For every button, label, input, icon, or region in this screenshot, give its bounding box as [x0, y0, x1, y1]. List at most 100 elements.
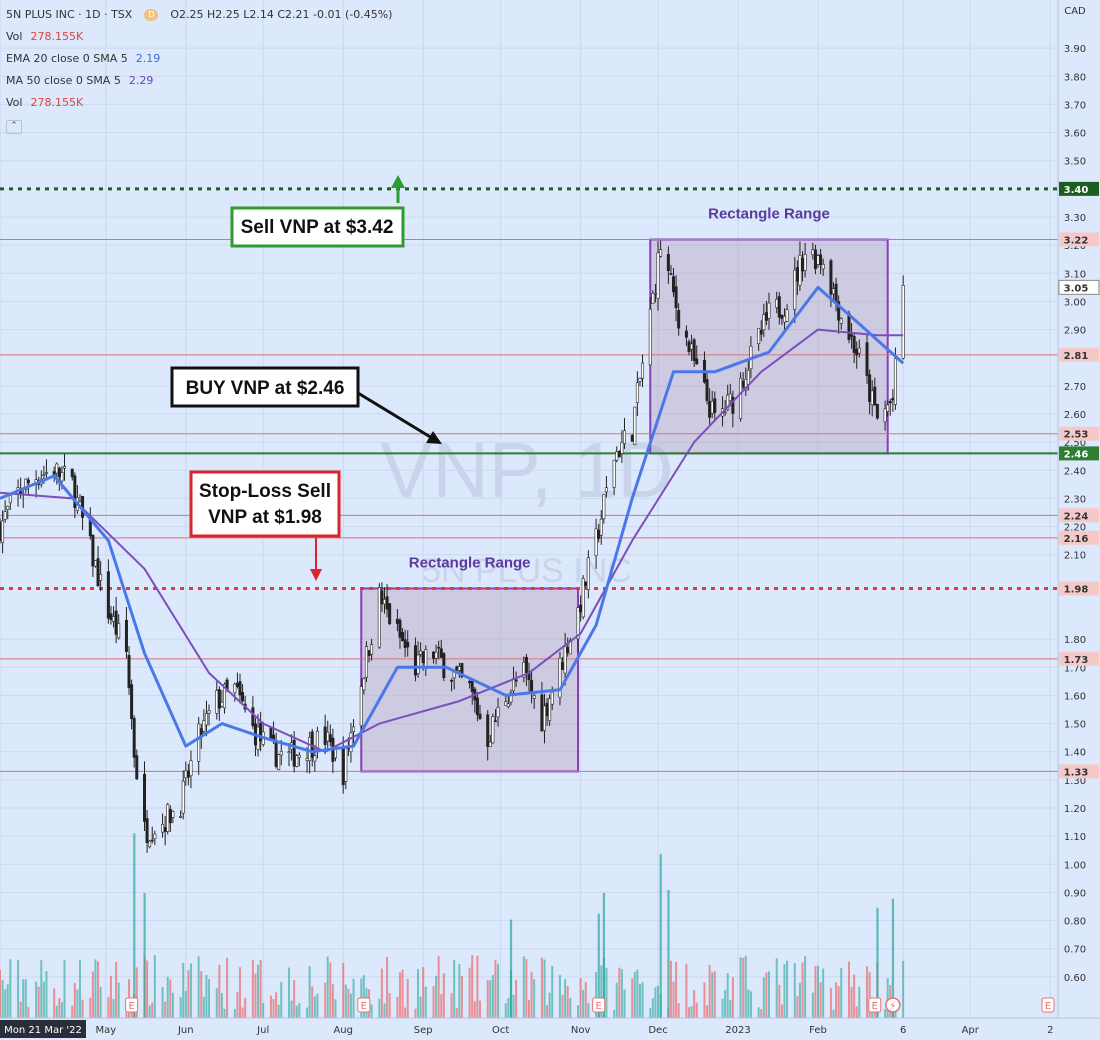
candle[interactable]: [406, 630, 410, 657]
candle[interactable]: [364, 641, 368, 683]
candle[interactable]: [470, 679, 474, 705]
candle[interactable]: [901, 275, 905, 360]
candle[interactable]: [868, 369, 872, 415]
earnings-event-icon[interactable]: E: [1041, 997, 1055, 1013]
candle[interactable]: [493, 709, 497, 723]
earnings-event-icon[interactable]: E: [592, 997, 606, 1013]
sell-annotation[interactable]: Sell VNP at $3.42: [230, 175, 405, 248]
ma50-line[interactable]: [0, 328, 904, 753]
candle[interactable]: [723, 399, 727, 416]
price-level-badge[interactable]: [1059, 232, 1099, 247]
candle[interactable]: [558, 652, 562, 706]
ema-legend[interactable]: EMA 20 close 0 SMA 5 2.19: [6, 48, 392, 70]
candle[interactable]: [674, 275, 678, 322]
candle[interactable]: [370, 638, 374, 661]
candle[interactable]: [171, 810, 175, 824]
candle[interactable]: [3, 500, 7, 523]
stop-loss-annotation[interactable]: Stop-Loss Sell VNP at $1.98: [189, 470, 341, 581]
candle[interactable]: [491, 713, 495, 744]
candle[interactable]: [241, 683, 245, 703]
candle[interactable]: [635, 371, 639, 416]
candle[interactable]: [837, 295, 841, 334]
candle[interactable]: [114, 596, 118, 644]
earnings-event-icon[interactable]: E: [357, 997, 371, 1013]
candle[interactable]: [659, 240, 663, 258]
candle[interactable]: [542, 693, 546, 744]
candle[interactable]: [834, 277, 838, 312]
candle[interactable]: [439, 639, 443, 659]
candle[interactable]: [6, 505, 10, 520]
collapse-legend-icon[interactable]: ⌃: [6, 120, 22, 134]
candle[interactable]: [656, 241, 660, 311]
candle[interactable]: [197, 717, 201, 775]
candle[interactable]: [692, 337, 696, 367]
price-level-badge[interactable]: [1059, 508, 1099, 523]
candle[interactable]: [641, 354, 645, 388]
candle[interactable]: [602, 494, 606, 524]
candle[interactable]: [148, 840, 152, 849]
candle[interactable]: [385, 584, 389, 618]
candle[interactable]: [666, 246, 670, 284]
candle[interactable]: [233, 682, 237, 702]
candle[interactable]: [96, 546, 100, 587]
candle[interactable]: [295, 753, 299, 768]
candle[interactable]: [819, 248, 823, 275]
candle[interactable]: [179, 810, 183, 819]
dividend-event-icon[interactable]: ⚡: [885, 997, 901, 1013]
candle[interactable]: [604, 476, 608, 498]
price-level-badge[interactable]: [1059, 581, 1099, 596]
candle[interactable]: [166, 802, 170, 835]
candle[interactable]: [581, 575, 585, 620]
candle[interactable]: [401, 627, 405, 642]
candle[interactable]: [785, 304, 789, 323]
candle[interactable]: [1, 510, 5, 554]
candle[interactable]: [127, 646, 131, 695]
candle[interactable]: [150, 826, 154, 844]
candle[interactable]: [651, 290, 655, 305]
time-axis[interactable]: Mon 21 Mar '22 May Jun Jul Aug Sep Oct Nov Dec 20…: [0, 1017, 1100, 1040]
candle[interactable]: [44, 459, 48, 479]
candle[interactable]: [875, 403, 879, 420]
candle[interactable]: [803, 243, 807, 278]
ema20-line[interactable]: [0, 285, 905, 754]
candle[interactable]: [202, 709, 206, 735]
candle[interactable]: [762, 303, 766, 337]
candle[interactable]: [362, 677, 366, 695]
candle[interactable]: [852, 333, 856, 364]
candle[interactable]: [0, 517, 2, 544]
candle[interactable]: [599, 510, 603, 545]
candle[interactable]: [705, 370, 709, 405]
candle[interactable]: [821, 258, 825, 276]
candle[interactable]: [496, 697, 500, 727]
candle[interactable]: [886, 400, 890, 417]
candle[interactable]: [586, 550, 590, 599]
candle[interactable]: [488, 734, 492, 748]
candle[interactable]: [514, 671, 518, 687]
candle[interactable]: [135, 749, 139, 780]
candle[interactable]: [359, 678, 363, 735]
candle[interactable]: [638, 377, 642, 387]
candle[interactable]: [189, 750, 193, 789]
candle[interactable]: [377, 583, 381, 649]
candle[interactable]: [612, 459, 616, 496]
candle[interactable]: [648, 297, 652, 366]
candle[interactable]: [672, 267, 676, 297]
candle[interactable]: [509, 689, 513, 706]
candle[interactable]: [759, 320, 763, 342]
candle[interactable]: [695, 345, 699, 365]
candle[interactable]: [857, 339, 861, 358]
candle[interactable]: [388, 603, 392, 626]
candle[interactable]: [888, 398, 892, 416]
candle[interactable]: [132, 715, 136, 768]
candle[interactable]: [204, 700, 208, 737]
candle[interactable]: [757, 328, 761, 352]
candle[interactable]: [99, 560, 103, 592]
candle[interactable]: [297, 752, 301, 767]
candle[interactable]: [398, 617, 402, 649]
candle[interactable]: [145, 810, 149, 853]
candle[interactable]: [739, 372, 743, 422]
candle[interactable]: [873, 377, 877, 406]
candle[interactable]: [532, 691, 536, 710]
volume2-legend[interactable]: Vol 278.155K: [6, 92, 392, 114]
